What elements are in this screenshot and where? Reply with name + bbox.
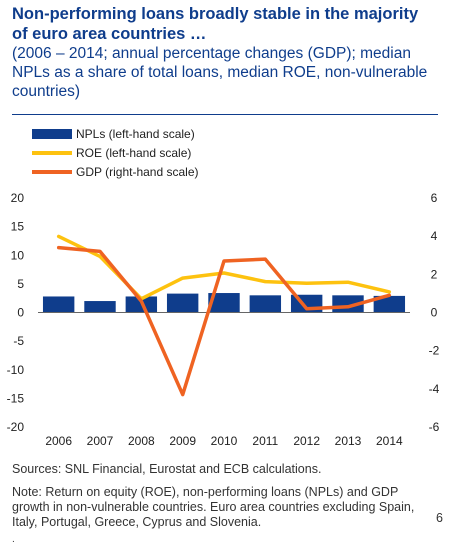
note-text: Note: Return on equity (ROE), non-perfor…: [12, 485, 415, 529]
npl-bar: [373, 295, 406, 313]
left-tick-label: 0: [17, 306, 24, 320]
legend: NPLs (left-hand scale) ROE (left-hand sca…: [32, 127, 199, 179]
npl-bar: [208, 293, 240, 313]
chart-area: NPLs (left-hand scale) ROE (left-hand sca…: [7, 127, 440, 448]
x-tick-label: 2011: [252, 434, 278, 448]
right-tick-label: 4: [431, 229, 438, 243]
x-tick-label: 2013: [335, 434, 362, 448]
npl-bars: [42, 293, 406, 313]
x-tick-label: 2014: [376, 434, 403, 448]
right-tick-label: -2: [429, 344, 440, 358]
chart-title: Non-performing loans broadly stable in t…: [12, 5, 419, 43]
x-tick-label: 2010: [211, 434, 238, 448]
npl-bar: [166, 293, 199, 313]
npl-bar: [42, 296, 75, 313]
x-tick-label: 2008: [128, 434, 155, 448]
left-axis: 20 15 10 5 0 -5 -10 -15 -20: [7, 191, 25, 434]
chart-subtitle: (2006 – 2014; annual percentage changes …: [12, 45, 428, 100]
sources-text: Sources: SNL Financial, Eurostat and ECB…: [12, 462, 322, 476]
right-tick-label: 6: [431, 191, 438, 205]
legend-label: GDP (right-hand scale): [76, 165, 199, 179]
right-tick-label: -4: [429, 382, 440, 396]
x-tick-label: 2012: [293, 434, 320, 448]
right-tick-label: 0: [431, 306, 438, 320]
right-axis: 6 4 2 0 -2 -4 -6: [429, 191, 440, 434]
series-lines: [56, 234, 392, 397]
right-tick-label: -6: [429, 420, 440, 434]
left-tick-label: -20: [7, 420, 25, 434]
x-tick-label: 2007: [87, 434, 114, 448]
left-tick-label: 20: [11, 191, 25, 205]
right-tick-label: 2: [431, 267, 438, 281]
roe-line: [56, 234, 392, 301]
left-tick-label: -10: [7, 363, 25, 377]
left-tick-label: 5: [17, 277, 24, 291]
title-divider: [12, 114, 438, 115]
x-tick-label: 2006: [45, 434, 72, 448]
gdp-line: [56, 245, 392, 397]
page-number: 6: [436, 511, 443, 525]
legend-label: NPLs (left-hand scale): [76, 127, 195, 141]
footer-mark: .: [12, 534, 15, 545]
left-tick-label: -5: [13, 334, 24, 348]
npl-bar: [84, 301, 116, 313]
legend-swatch: [32, 129, 72, 139]
x-axis-labels: 2006 2007 2008 2009 2010 2011 2012 2013 2014: [45, 434, 403, 448]
legend-label: ROE (left-hand scale): [76, 146, 191, 160]
left-tick-label: 10: [11, 248, 25, 262]
left-tick-label: 15: [11, 220, 25, 234]
x-tick-label: 2009: [169, 434, 196, 448]
npl-bar: [249, 295, 282, 313]
left-tick-label: -15: [7, 391, 25, 405]
